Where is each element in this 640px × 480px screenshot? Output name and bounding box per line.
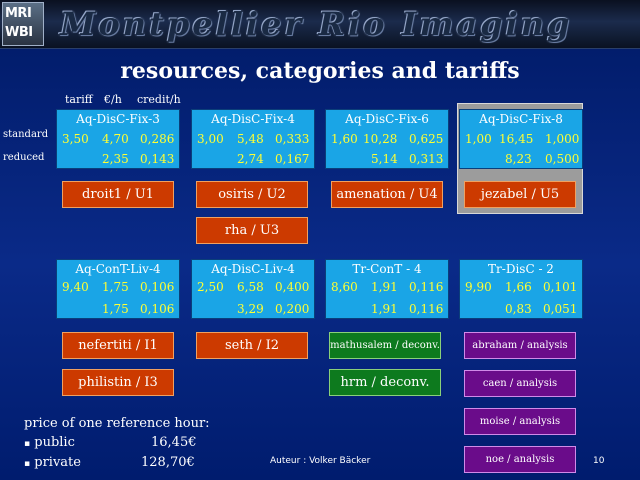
- card-standard-euro: 10,28: [363, 132, 398, 146]
- price-public-value: 16,45€: [151, 435, 197, 450]
- footer-author: Auteur : Volker Bäcker: [270, 456, 371, 466]
- card-standard-credit: 0,333: [275, 132, 310, 146]
- card-name: Aq-ConT-Liv-4: [75, 262, 161, 276]
- banner-title: Montpellier Rio Imaging: [60, 5, 573, 43]
- bullet-icon: ▪: [24, 439, 31, 449]
- header-banner: [0, 0, 640, 49]
- card-standard-credit: 0,106: [140, 280, 175, 294]
- resource-osiris[interactable]: osiris / U2: [196, 181, 308, 208]
- price-private-value: 128,70€: [141, 455, 195, 470]
- card-reduced-euro: 2,74: [237, 152, 264, 166]
- logo-line1: MRI: [5, 6, 32, 21]
- card-reduced-credit: 0,106: [140, 302, 175, 316]
- row-label-standard: standard: [3, 129, 49, 140]
- logo-line2: WBI: [5, 25, 33, 40]
- resource-jezabel[interactable]: jezabel / U5: [464, 181, 576, 208]
- card-name: Aq-DisC-Liv-4: [211, 262, 295, 276]
- price-private-row: ▪ private: [24, 455, 81, 470]
- tariff-card[interactable]: Tr-ConT - 4 8,60 1,91 0,116 1,91 0,116: [325, 259, 449, 319]
- card-reduced-credit: 0,500: [545, 152, 580, 166]
- resource-philistin[interactable]: philistin / I3: [62, 369, 174, 396]
- card-name: Aq-DisC-Fix-4: [211, 112, 295, 126]
- resource-mathusalem[interactable]: mathusalem / deconv.: [329, 332, 441, 359]
- card-name: Tr-ConT - 4: [352, 262, 422, 276]
- resource-droit1[interactable]: droit1 / U1: [62, 181, 174, 208]
- resource-seth[interactable]: seth / I2: [196, 332, 308, 359]
- resource-amenation[interactable]: amenation / U4: [331, 181, 443, 208]
- card-standard-credit: 0,625: [409, 132, 444, 146]
- column-header-credit-per-hour: credit/h: [137, 93, 181, 106]
- resource-caen[interactable]: caen / analysis: [464, 370, 576, 397]
- card-standard-euro: 6,58: [237, 280, 264, 294]
- card-name: Aq-DisC-Fix-8: [479, 112, 563, 126]
- card-reduced-euro: 2,35: [102, 152, 129, 166]
- card-tariff: 1,00: [465, 132, 492, 146]
- card-tariff: 3,50: [62, 132, 89, 146]
- column-header-tariff: tariff: [65, 93, 93, 106]
- card-reduced-euro: 1,75: [102, 302, 129, 316]
- card-tariff: 9,40: [62, 280, 89, 294]
- card-reduced-euro: 5,14: [371, 152, 398, 166]
- card-standard-credit: 0,101: [543, 280, 578, 294]
- card-tariff: 8,60: [331, 280, 358, 294]
- column-header-euro-per-hour: €/h: [104, 93, 122, 106]
- card-standard-euro: 5,48: [237, 132, 264, 146]
- mri-logo: MRI WBI: [2, 2, 44, 46]
- card-reduced-credit: 0,116: [409, 302, 444, 316]
- card-reduced-credit: 0,313: [409, 152, 444, 166]
- page-number: 10: [593, 456, 605, 466]
- card-standard-credit: 0,400: [275, 280, 310, 294]
- card-standard-credit: 0,116: [409, 280, 444, 294]
- card-reduced-credit: 0,200: [275, 302, 310, 316]
- card-name: Aq-DisC-Fix-3: [76, 112, 160, 126]
- resource-moise[interactable]: moise / analysis: [464, 408, 576, 435]
- card-standard-credit: 1,000: [545, 132, 580, 146]
- tariff-card[interactable]: Aq-ConT-Liv-4 9,40 1,75 0,106 1,75 0,106: [56, 259, 180, 319]
- bullet-icon: ▪: [24, 459, 31, 469]
- card-standard-euro: 16,45: [499, 132, 534, 146]
- tariff-card[interactable]: Aq-DisC-Fix-4 3,00 5,48 0,333 2,74 0,167: [191, 109, 315, 169]
- price-private-label: private: [34, 455, 81, 470]
- card-standard-euro: 1,75: [102, 280, 129, 294]
- card-tariff: 9,90: [465, 280, 492, 294]
- card-tariff: 3,00: [197, 132, 224, 146]
- card-name: Aq-DisC-Fix-6: [345, 112, 429, 126]
- tariff-card-selected[interactable]: Aq-DisC-Fix-8 1,00 16,45 1,000 8,23 0,50…: [459, 109, 583, 169]
- resource-hrm[interactable]: hrm / deconv.: [329, 369, 441, 396]
- card-reduced-credit: 0,051: [543, 302, 578, 316]
- card-reduced-euro: 3,29: [237, 302, 264, 316]
- price-heading: price of one reference hour:: [24, 416, 210, 431]
- resource-nefertiti[interactable]: nefertiti / I1: [62, 332, 174, 359]
- resource-abraham[interactable]: abraham / analysis: [464, 332, 576, 359]
- slide-title: resources, categories and tariffs: [120, 58, 520, 84]
- card-standard-credit: 0,286: [140, 132, 175, 146]
- card-reduced-euro: 8,23: [505, 152, 532, 166]
- row-label-reduced: reduced: [3, 152, 45, 163]
- tariff-card[interactable]: Aq-DisC-Fix-3 3,50 4,70 0,286 2,35 0,143: [56, 109, 180, 169]
- card-name: Tr-DisC - 2: [488, 262, 554, 276]
- price-public-row: ▪ public: [24, 435, 75, 450]
- card-standard-euro: 1,66: [505, 280, 532, 294]
- card-tariff: 1,60: [331, 132, 358, 146]
- card-standard-euro: 1,91: [371, 280, 398, 294]
- resource-rha[interactable]: rha / U3: [196, 217, 308, 244]
- card-reduced-credit: 0,167: [275, 152, 310, 166]
- tariff-card[interactable]: Aq-DisC-Fix-6 1,60 10,28 0,625 5,14 0,31…: [325, 109, 449, 169]
- card-reduced-euro: 1,91: [371, 302, 398, 316]
- card-reduced-euro: 0,83: [505, 302, 532, 316]
- price-public-label: public: [34, 435, 75, 450]
- resource-noe[interactable]: noe / analysis: [464, 446, 576, 473]
- card-reduced-credit: 0,143: [140, 152, 175, 166]
- card-tariff: 2,50: [197, 280, 224, 294]
- tariff-card[interactable]: Aq-DisC-Liv-4 2,50 6,58 0,400 3,29 0,200: [191, 259, 315, 319]
- tariff-card[interactable]: Tr-DisC - 2 9,90 1,66 0,101 0,83 0,051: [459, 259, 583, 319]
- card-standard-euro: 4,70: [102, 132, 129, 146]
